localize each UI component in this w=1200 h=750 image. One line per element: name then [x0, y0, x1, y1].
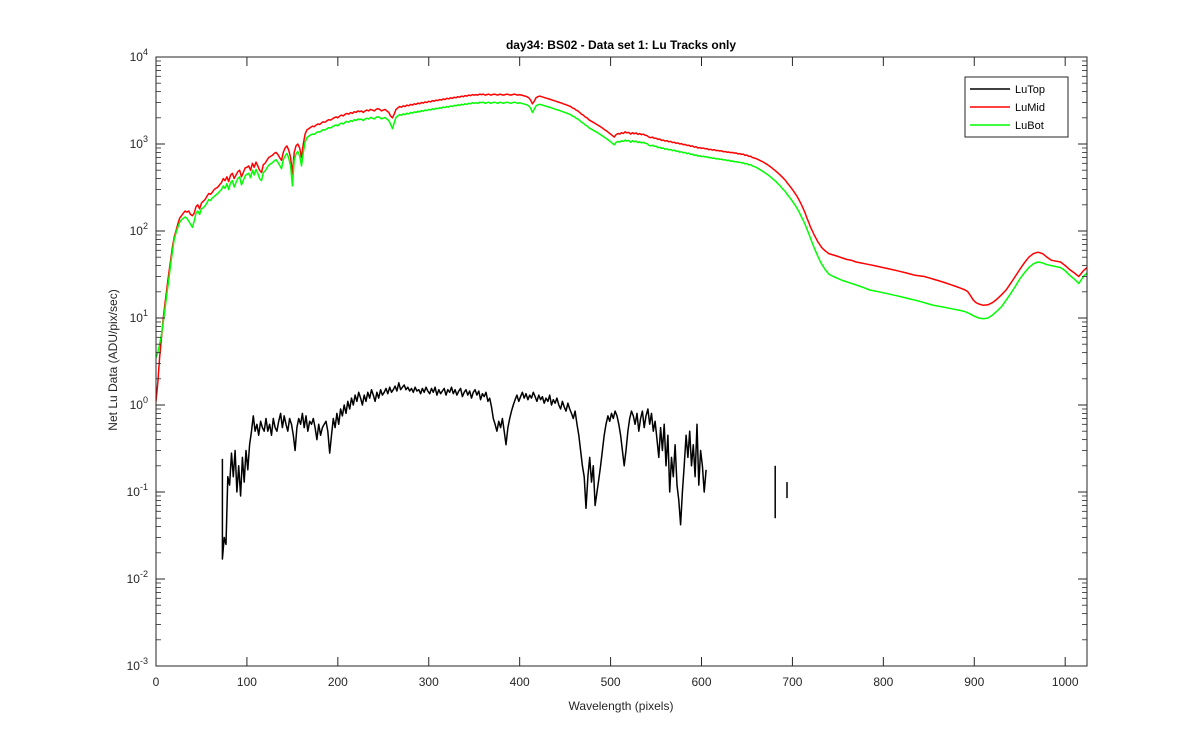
series-line-lubot-0	[156, 101, 1087, 358]
x-tick-label-600: 600	[691, 675, 711, 689]
chart-title: day34: BS02 - Data set 1: Lu Tracks only	[506, 38, 736, 52]
axes-frame	[155, 56, 1088, 667]
series-line-lutop-0	[221, 382, 707, 560]
y-tick-label--3: 10-3	[127, 656, 148, 673]
x-tick-label-300: 300	[419, 675, 439, 689]
y-tick-label--2: 10-2	[127, 569, 148, 586]
x-tick-label-1000: 1000	[1052, 675, 1079, 689]
legend-label-lumid: LuMid	[1015, 102, 1045, 114]
y-tick-label--1: 10-1	[127, 482, 148, 499]
x-tick-label-100: 100	[237, 675, 257, 689]
y-tick-label-0: 100	[130, 395, 148, 412]
x-tick-label-0: 0	[153, 675, 160, 689]
x-tick-label-800: 800	[873, 675, 893, 689]
plot-area	[156, 57, 1087, 666]
series-group	[156, 93, 1087, 560]
x-tick-label-900: 900	[964, 675, 984, 689]
x-tick-label-700: 700	[782, 675, 802, 689]
y-tick-label-1: 101	[130, 308, 148, 325]
y-tick-label-3: 103	[130, 134, 148, 151]
y-tick-label-2: 102	[130, 221, 148, 238]
x-axis-label: Wavelength (pixels)	[569, 699, 674, 713]
legend: LuTop LuMid LuBot	[964, 76, 1069, 138]
legend-label-lubot: LuBot	[1015, 120, 1044, 132]
y-tick-label-4: 104	[130, 47, 148, 64]
series-line-lumid-0	[156, 93, 1087, 402]
legend-label-lutop: LuTop	[1015, 84, 1045, 96]
x-tick-label-400: 400	[510, 675, 530, 689]
x-tick-label-200: 200	[328, 675, 348, 689]
x-tick-label-500: 500	[601, 675, 621, 689]
y-axis-label: Net Lu Data (ADU/pix/sec)	[106, 289, 120, 430]
